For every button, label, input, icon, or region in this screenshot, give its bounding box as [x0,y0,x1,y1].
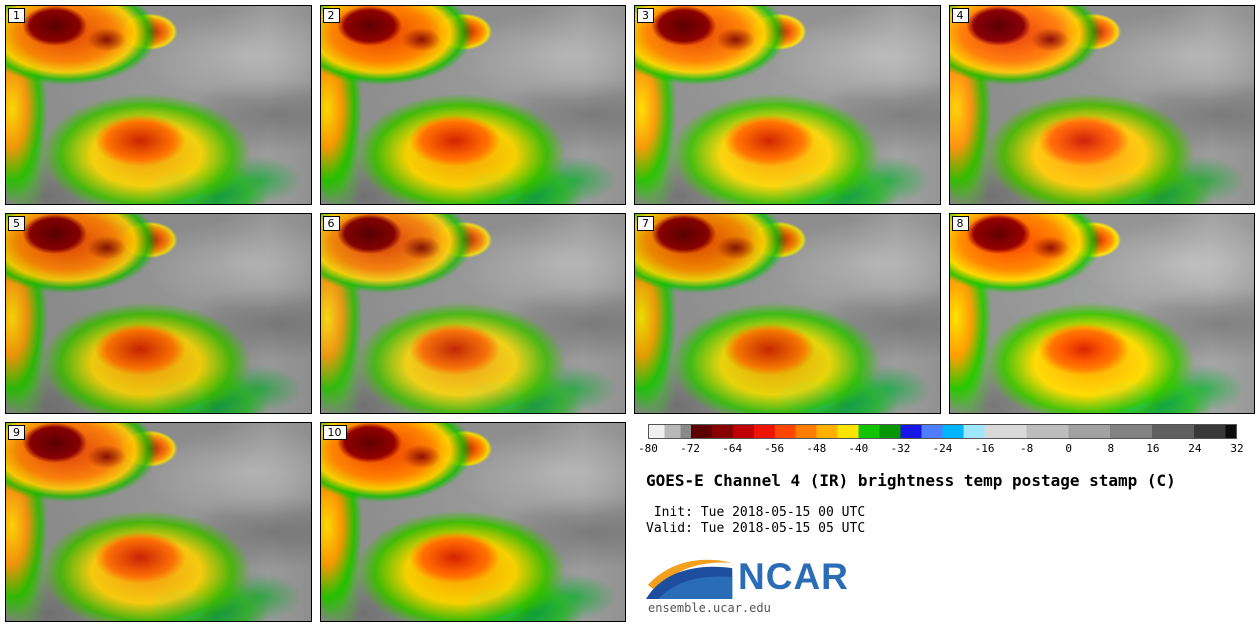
member-panel-7: 7 [634,213,941,414]
member-number-label: 7 [637,216,654,232]
member-panel-2: 2 [319,5,626,206]
colorbar-tick: -80 [638,441,658,455]
colorbar-tick: -32 [890,441,911,455]
colorbar-tick: -72 [680,441,700,455]
member-number-label: 2 [322,8,340,23]
member-panel-9: 9 [5,421,312,622]
colorbar-tick: -64 [722,441,743,455]
member-panel-3: 3 [634,5,941,206]
member-number-label: 6 [322,216,340,232]
legend-block: -80 -72 -64 -56 -48 -40 -32 -24 -16 -8 0 8 16 24 32 GO… [634,421,1255,622]
member-number-label: 8 [951,216,969,232]
ncar-logo: NCAR [646,554,1239,600]
colorbar-tick: -8 [1020,441,1034,455]
colorbar-tick: 0 [1065,441,1073,455]
member-panel-6: 6 [319,213,626,414]
colorbar-tick: 32 [1230,441,1244,455]
member-number-label: 9 [8,424,25,440]
member-panel-8: 8 [948,213,1255,414]
colorbar-tick: -24 [932,441,953,455]
figure-title: GOES-E Channel 4 (IR) brightness temp po… [646,470,1176,490]
colorbar-tick: -56 [764,441,785,455]
member-number-label: 5 [8,216,25,232]
init-time: Init: Tue 2018-05-15 00 UTC [646,504,866,520]
colorbar-tick: -40 [848,441,869,455]
colorbar-tick: 8 [1107,441,1115,455]
colorbar-tick: 24 [1188,441,1202,455]
member-panel-5: 5 [5,213,312,414]
member-number-label: 1 [8,8,25,23]
valid-time: Valid: Tue 2018-05-15 05 UTC [646,520,866,536]
ncar-logo-swoosh [646,559,733,599]
colorbar-tick: 16 [1146,441,1160,455]
member-panel-10: 10 [319,421,626,622]
member-number-label: 10 [322,424,347,440]
member-number-label: 4 [951,8,969,23]
colorbar-ticks: -80 -72 -64 -56 -48 -40 -32 -24 -16 -8 0 8 16 24 32 [638,441,1244,456]
colorbar-gradient [648,423,1237,439]
member-panel-4: 4 [948,5,1255,206]
colorbar-tick: -48 [806,441,827,455]
ensemble-url: ensemble.ucar.edu [648,600,771,615]
member-panel-1: 1 [5,5,312,206]
ncar-logo-text: NCAR [738,556,849,598]
member-number-label: 3 [637,8,654,23]
colorbar-tick: -16 [974,441,995,455]
